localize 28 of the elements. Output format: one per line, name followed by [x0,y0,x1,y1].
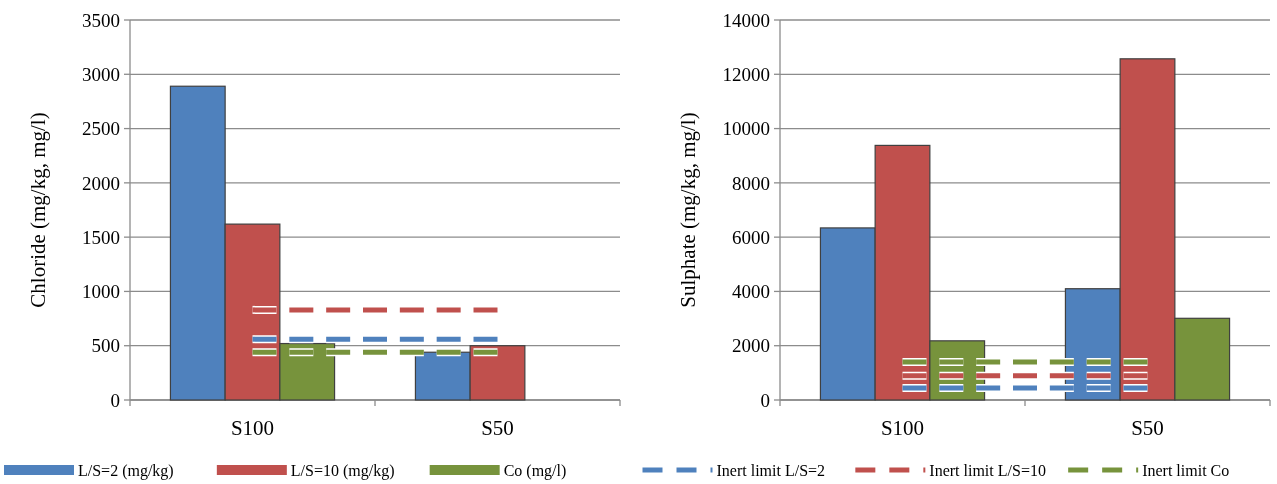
legend-label: Inert limit Co [1142,461,1230,479]
y-tick-label: 0 [760,389,770,411]
y-tick-label: 2000 [732,335,770,357]
y-tick-label: 1500 [82,226,120,248]
y-tick-label: 3500 [82,9,120,31]
y-tick-label: 2000 [82,172,120,194]
y-tick-label: 6000 [732,226,770,248]
x-tick-label: S50 [481,416,514,440]
y-axis-title: Chloride (mg/kg, mg/l) [26,112,50,308]
legend-label: L/S=2 (mg/kg) [78,461,174,480]
legend-label: Co (mg/l) [503,461,567,480]
y-tick-label: 12000 [722,63,770,85]
y-tick-label: 2500 [82,118,120,140]
y-tick-label: 4000 [732,281,770,303]
x-tick-label: S100 [880,416,925,440]
legend-label: Inert limit L/S=2 [716,461,826,479]
y-tick-label: 3000 [82,63,120,85]
x-tick-label: S100 [230,416,275,440]
y-tick-label: 500 [91,335,120,357]
y-tick-label: 0 [110,389,120,411]
y-tick-label: 10000 [722,118,770,140]
legend-label: Inert limit L/S=10 [929,461,1046,479]
x-tick-label: S50 [1131,416,1164,440]
y-tick-label: 14000 [722,9,770,31]
y-tick-label: 1000 [82,281,120,303]
y-tick-label: 8000 [732,172,770,194]
y-axis-title: Sulphate (mg/kg, mg/l) [676,112,700,308]
legend-label: L/S=10 (mg/kg) [290,461,395,480]
